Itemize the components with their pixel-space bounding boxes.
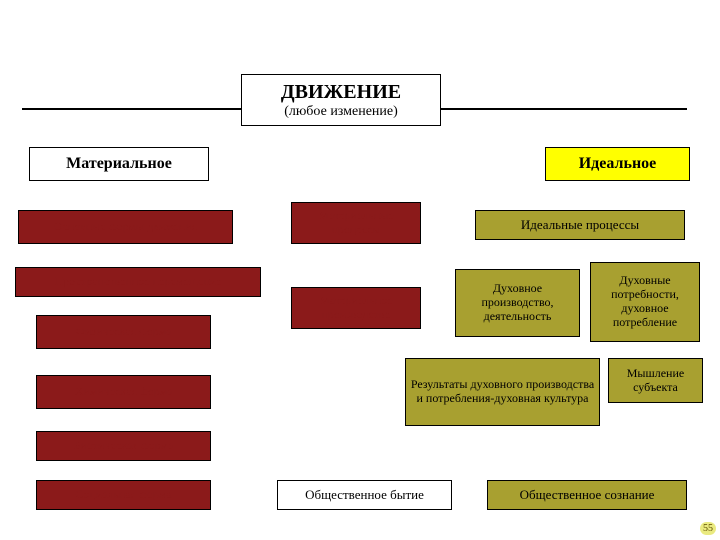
node-chemical-form: Химическая форма — [36, 375, 211, 409]
node-label: Общественное бытие — [305, 488, 424, 503]
node-biotic-form: Биотическая форма — [36, 431, 211, 461]
title-box: ДВИЖЕНИЕ(любое изменение) — [241, 74, 441, 126]
node-label: Основные формы движения — [54, 220, 197, 234]
node-ideal: Идеальное — [545, 147, 690, 181]
node-spatial-move: Пространственное перемещение — [15, 267, 261, 297]
node-mat-processes: Материальные процессы — [291, 202, 421, 244]
node-label: Химическая форма — [74, 385, 172, 399]
node-label: Результаты духовного производства и потр… — [410, 378, 595, 406]
node-label: Пространственное перемещение — [55, 275, 222, 289]
node-label: Духовные потребности, духовное потреблен… — [595, 274, 695, 329]
node-label: Общественное сознание — [520, 488, 655, 503]
node-label: Биотическая форма — [74, 439, 174, 453]
node-social-form: Социальная форма — [36, 480, 211, 510]
node-physical-form: Физическая форма — [36, 315, 211, 349]
title-main: ДВИЖЕНИЕ — [281, 81, 401, 104]
node-label: Материальное производство — [296, 294, 416, 322]
node-ideal-processes: Идеальные процессы — [475, 210, 685, 240]
node-social-being: Общественное бытие — [277, 480, 452, 510]
node-label: Материальное — [66, 155, 172, 173]
node-thinking: Мышление субъекта — [608, 358, 703, 403]
node-spirit-prod: Духовное производство, деятельность — [455, 269, 580, 337]
divider-line — [440, 108, 687, 110]
node-label: Физическая форма — [76, 325, 172, 339]
divider-line — [22, 108, 242, 110]
node-label: Идеальное — [579, 155, 657, 173]
node-social-consc: Общественное сознание — [487, 480, 687, 510]
node-spirit-results: Результаты духовного производства и потр… — [405, 358, 600, 426]
node-label: Мышление субъекта — [613, 367, 698, 395]
node-mat-production: Материальное производство — [291, 287, 421, 329]
node-label: Духовное производство, деятельность — [460, 282, 575, 323]
node-basic-forms: Основные формы движения — [18, 210, 233, 244]
node-label: Материальные процессы — [296, 209, 416, 237]
node-spirit-needs: Духовные потребности, духовное потреблен… — [590, 262, 700, 342]
title-sub: (любое изменение) — [284, 104, 398, 120]
node-label: Идеальные процессы — [521, 218, 639, 233]
node-material: Материальное — [29, 147, 209, 181]
node-label: Социальная форма — [75, 488, 171, 502]
page-number: 55 — [700, 522, 716, 535]
